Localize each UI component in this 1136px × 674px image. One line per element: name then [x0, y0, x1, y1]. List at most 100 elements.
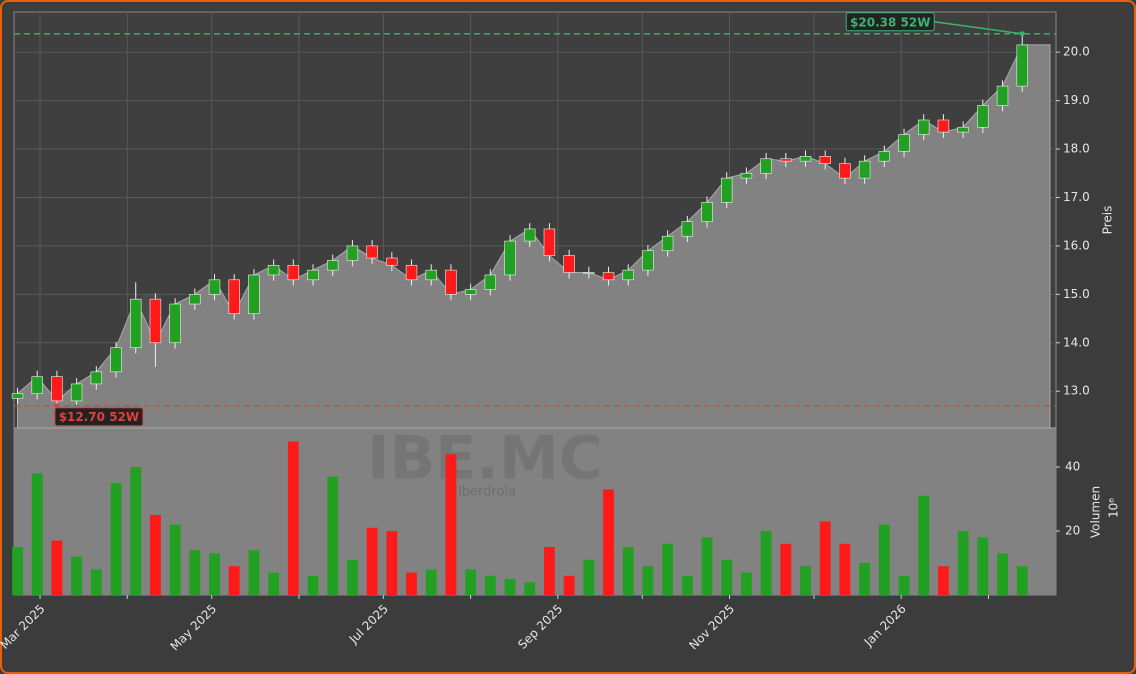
volume-bar	[406, 572, 417, 595]
volume-bar	[484, 575, 496, 595]
volume-bar	[741, 572, 752, 595]
y-axis-label: Preis	[1101, 206, 1115, 235]
volume-bar	[90, 569, 102, 595]
candle-body	[327, 260, 339, 271]
y-tick-label: 13.0	[1063, 384, 1090, 398]
candle-body	[248, 274, 260, 315]
annotation-point	[54, 403, 60, 409]
volume-bar	[425, 569, 437, 595]
volume-bar	[898, 575, 910, 595]
candle-body	[425, 269, 437, 281]
volume-bar	[662, 543, 674, 595]
volume-bar	[110, 483, 122, 595]
annotation-point	[1019, 31, 1025, 37]
candle-body	[858, 160, 871, 179]
y-tick-label: 17.0	[1063, 190, 1090, 204]
candle-body	[760, 158, 772, 174]
y2-tick-label: 20	[1065, 524, 1080, 538]
candle-body	[366, 245, 378, 259]
candle-body	[977, 105, 989, 128]
candle-body	[405, 264, 418, 281]
volume-bar	[209, 553, 220, 595]
candle-body	[445, 269, 457, 295]
symbol-watermark: IBE.MC	[367, 424, 603, 494]
y-tick-label: 20.0	[1063, 45, 1090, 59]
volume-bar	[878, 524, 890, 595]
volume-bar	[12, 547, 23, 595]
candle-body	[267, 264, 280, 276]
volume-bar	[31, 473, 43, 595]
volume-bar	[169, 524, 181, 595]
volume-bar	[544, 547, 555, 595]
volume-bar	[1016, 566, 1028, 595]
candle-body	[346, 245, 359, 261]
candle-body	[937, 119, 950, 133]
candle-body	[681, 221, 694, 237]
candle-body	[996, 85, 1009, 106]
volume-bar	[71, 556, 83, 595]
volume-bar	[268, 572, 280, 595]
y-tick-label: 19.0	[1063, 93, 1090, 107]
volume-bar	[977, 537, 989, 595]
candle-body	[149, 298, 162, 344]
candle-body	[90, 371, 103, 385]
volume-bar	[386, 531, 398, 595]
candle-body	[701, 202, 713, 222]
y2-tick-label: 40	[1065, 460, 1080, 474]
candle-body	[1016, 44, 1028, 87]
x-tick-label: Mar 2025	[0, 602, 48, 652]
volume-bar	[859, 563, 871, 595]
candle-body	[504, 240, 516, 276]
candle-body	[721, 177, 733, 203]
y-tick-label: 16.0	[1063, 238, 1090, 252]
candle-body	[70, 383, 83, 402]
candle-body	[898, 134, 910, 152]
volume-bar	[445, 454, 457, 595]
candle-body	[31, 376, 43, 394]
candle-body	[208, 279, 221, 295]
candle-body	[878, 151, 891, 162]
candle-body	[11, 393, 24, 399]
volume-bar	[957, 531, 969, 595]
volume-bar	[307, 575, 319, 595]
annotation-label: $20.38 52W	[850, 15, 930, 29]
candle-body	[130, 298, 142, 348]
volume-bar	[681, 575, 693, 595]
volume-bar	[504, 579, 516, 595]
candle-body	[563, 255, 575, 273]
candle-body	[307, 269, 319, 281]
candle-body	[799, 156, 812, 162]
volume-bar	[465, 569, 477, 595]
candle-body	[484, 274, 497, 290]
y-tick-label: 15.0	[1063, 287, 1090, 301]
candle-body	[918, 119, 930, 135]
volume-bar	[327, 476, 339, 595]
y-tick-label: 14.0	[1063, 335, 1090, 349]
candle-body	[464, 289, 477, 295]
annotation-label: $12.70 52W	[59, 410, 139, 424]
volume-bar	[938, 566, 949, 595]
candle-body	[780, 158, 792, 162]
volume-bar	[150, 515, 161, 595]
volume-bar	[563, 575, 575, 595]
volume-bar	[918, 495, 930, 595]
volume-bar	[228, 566, 240, 595]
volume-bar	[347, 559, 358, 595]
volume-bar	[524, 582, 536, 595]
annotation-arrow	[934, 21, 1023, 35]
volume-bar	[721, 559, 733, 595]
annotation-box	[54, 407, 144, 427]
candle-body	[386, 257, 398, 266]
candle-body	[51, 376, 63, 402]
candle-body	[819, 156, 831, 164]
volume-bar	[622, 547, 634, 595]
candle-body	[642, 250, 654, 271]
volume-bar	[51, 540, 63, 595]
volume-bar	[819, 521, 831, 595]
candle-body	[602, 272, 615, 281]
volume-bar	[583, 559, 595, 595]
volume-bar	[760, 531, 772, 595]
candle-body	[169, 303, 181, 344]
volume-bar	[248, 550, 260, 595]
